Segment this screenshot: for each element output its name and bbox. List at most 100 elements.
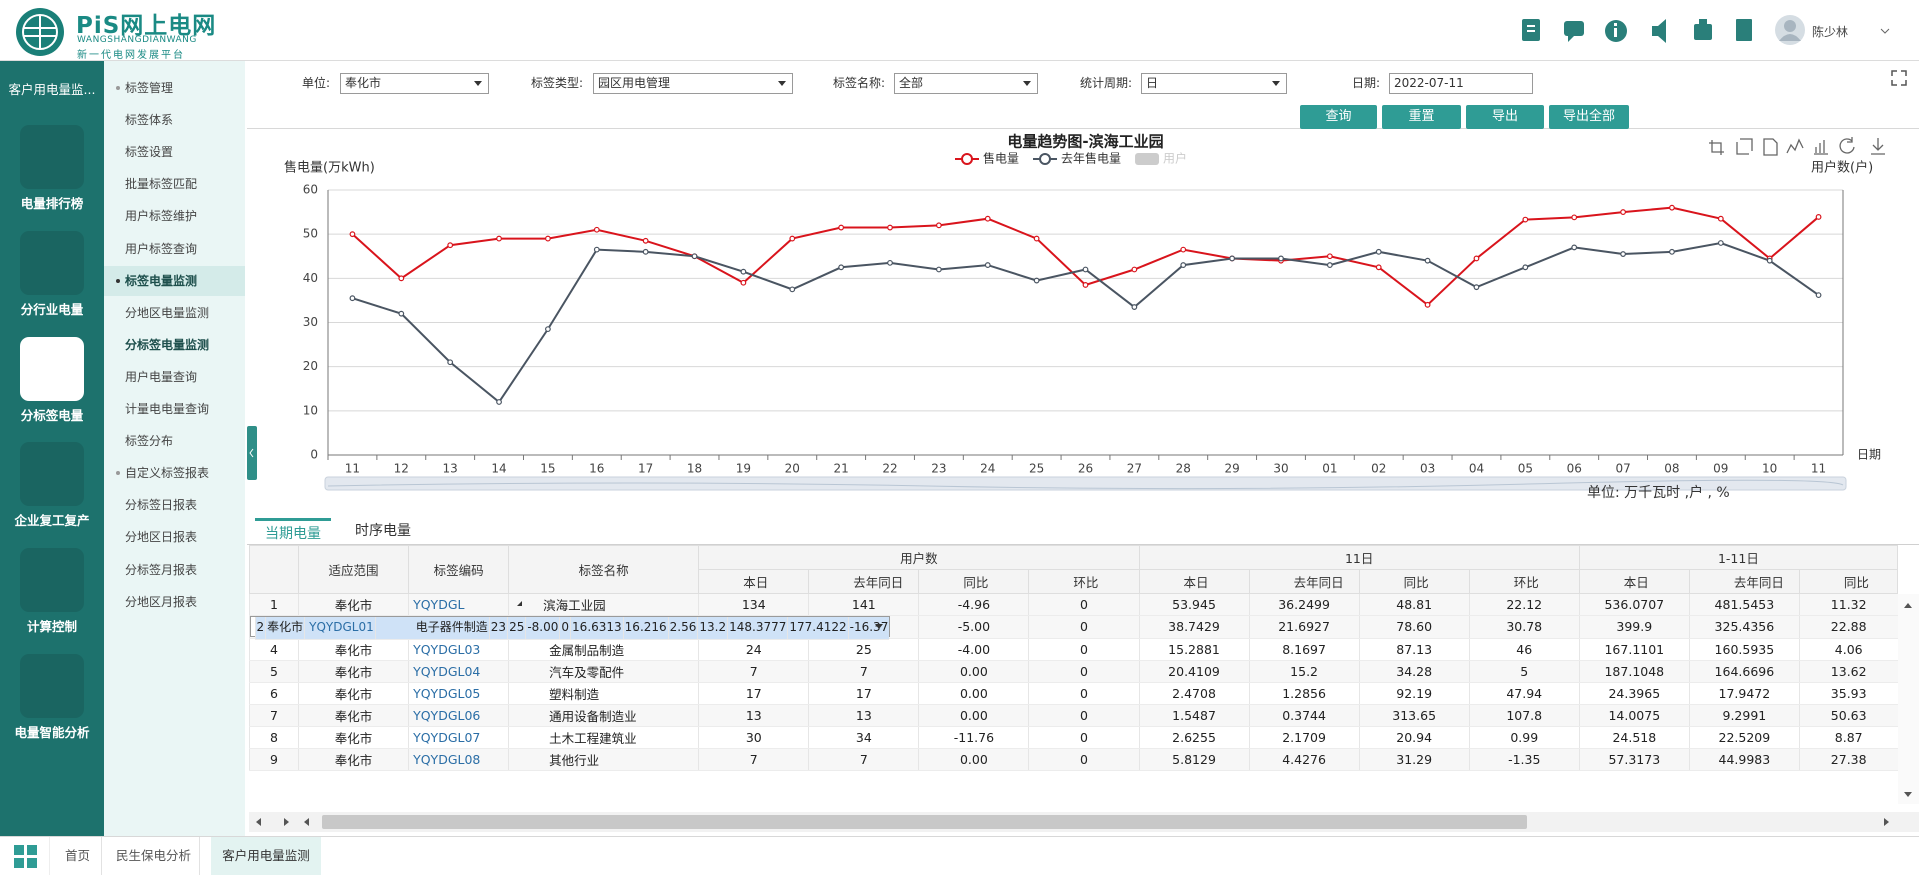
data-point bbox=[1669, 204, 1675, 211]
sidebar-item[interactable] bbox=[20, 336, 84, 401]
sidebar-label[interactable]: 电量智能分析 bbox=[14, 725, 90, 740]
table-cell: 44.9983 bbox=[1688, 748, 1800, 771]
x-tick-label: 11 bbox=[345, 462, 360, 476]
x-tick-label: 18 bbox=[687, 462, 702, 476]
data-point bbox=[496, 235, 502, 242]
table-tab[interactable]: 时序电量 bbox=[355, 523, 411, 539]
table-cell: 16.6313 bbox=[570, 617, 624, 640]
x-tick-label: 24 bbox=[980, 462, 995, 476]
table-cell: 1.5487 bbox=[1138, 704, 1250, 727]
v-scroll-arrows bbox=[1904, 603, 1912, 797]
h-scrollbar[interactable] bbox=[249, 812, 1919, 832]
menu-item[interactable]: 标签体系 bbox=[104, 105, 245, 135]
menu-item[interactable]: 分地区月报表 bbox=[104, 587, 245, 617]
collapse-arrow bbox=[249, 448, 254, 458]
zoom-slider bbox=[324, 476, 1847, 491]
menu-item[interactable]: 用户标签维护 bbox=[104, 201, 245, 231]
header-cell bbox=[248, 545, 300, 594]
filter-select[interactable]: 园区用电管理 bbox=[593, 73, 793, 94]
user-name[interactable]: 陈少林 bbox=[1812, 25, 1849, 39]
y-axis-label: 售电量(万kWh) bbox=[284, 160, 375, 176]
sidebar-label[interactable]: 计算控制 bbox=[26, 619, 77, 635]
collapse-handle[interactable] bbox=[247, 426, 257, 480]
filter-select[interactable]: 日 bbox=[1141, 73, 1287, 94]
header-group: 用户数 bbox=[698, 545, 1140, 570]
table-cell: 481.5453 bbox=[1688, 593, 1800, 616]
menu-item[interactable]: 分地区电量监测 bbox=[104, 298, 245, 328]
sidebar-label[interactable]: 分行业电量 bbox=[20, 301, 84, 317]
table-row[interactable]: 4 奉化市 YQYDGL03 金属制品制造 24 25 -4.00 0 15.2881 8.169… bbox=[248, 638, 1898, 661]
data-point bbox=[1082, 282, 1089, 288]
button[interactable]: 导出全部 bbox=[1549, 105, 1629, 129]
menu-item[interactable]: 分标签日报表 bbox=[104, 490, 245, 520]
table-cell: 13.62 bbox=[1798, 660, 1898, 683]
table-cell: 奉化市 bbox=[298, 704, 409, 727]
apps-icon[interactable] bbox=[0, 837, 50, 875]
footer-tab[interactable]: 首页 bbox=[54, 837, 102, 875]
avatar[interactable] bbox=[1774, 14, 1806, 46]
footer-tab[interactable]: 客户用电量监测 bbox=[211, 837, 321, 875]
sidebar: 客户用电量监... 电量排行榜 分行业电量 分标签电量 企业复工复产 计算控制 电量智能分… bbox=[0, 61, 104, 836]
table-cell: 0 bbox=[1028, 726, 1139, 749]
sidebar-label[interactable]: 分标签电量 bbox=[20, 407, 84, 423]
menu-item[interactable]: 计量电电量查询 bbox=[104, 394, 245, 424]
chart-toolbar[interactable] bbox=[1709, 137, 1885, 156]
menu-item[interactable]: 自定义标签报表 bbox=[104, 458, 245, 488]
legend-label[interactable]: 用户 bbox=[1163, 151, 1187, 166]
menu-item[interactable]: 标签管理 bbox=[104, 73, 245, 103]
menu-label: 自定义标签报表 bbox=[125, 466, 210, 481]
button[interactable]: 导出 bbox=[1466, 105, 1544, 129]
menu-item[interactable]: 分标签电量监测 bbox=[104, 330, 245, 360]
table-cell: 107.8 bbox=[1468, 704, 1580, 727]
table-row[interactable]: 7 奉化市 YQYDGL06 通用设备制造业 13 13 0.00 0 1.5487 0.3744… bbox=[248, 704, 1898, 727]
filter-select[interactable]: 奉化市 bbox=[340, 73, 489, 94]
button[interactable]: 查询 bbox=[1300, 105, 1377, 129]
menu-item[interactable]: 分标签月报表 bbox=[104, 555, 245, 585]
data-point bbox=[740, 279, 747, 286]
sidebar-label[interactable]: 电量排行榜 bbox=[20, 196, 84, 211]
data-point bbox=[1473, 255, 1480, 262]
menu-item[interactable]: 标签设置 bbox=[104, 137, 245, 167]
sidebar-label[interactable]: 企业复工复产 bbox=[14, 513, 90, 529]
header-icons[interactable] bbox=[1518, 16, 1768, 46]
menu-item[interactable]: 用户电量查询 bbox=[104, 362, 245, 392]
sidebar-item[interactable] bbox=[20, 125, 84, 189]
menu-item[interactable]: 标签分布 bbox=[104, 426, 245, 456]
footer-tab[interactable]: 民生保电分析 bbox=[108, 837, 200, 875]
data-point bbox=[1424, 257, 1431, 264]
menu-item[interactable]: 标签电量监测 bbox=[104, 265, 245, 296]
table-cell: 电子器件制造 bbox=[374, 617, 490, 640]
filter-select[interactable]: 2022-07-11 bbox=[1389, 73, 1533, 94]
header-cell: 同比 bbox=[918, 569, 1030, 594]
data-point bbox=[447, 359, 454, 366]
table-row[interactable]: 1 奉化市 YQYDGL 滨海工业园 134 141 -4.96 0 53.945 36.2499… bbox=[248, 593, 1898, 616]
chart-title: 电量趋势图-滨海工业园 bbox=[1007, 133, 1163, 151]
menu-item[interactable]: 用户标签查询 bbox=[104, 234, 245, 264]
table-cell: 8.1697 bbox=[1248, 638, 1360, 661]
fullscreen-icon[interactable] bbox=[1890, 69, 1908, 87]
sidebar-item[interactable] bbox=[20, 230, 84, 295]
menu-item[interactable]: 批量标签匹配 bbox=[104, 169, 245, 199]
sidebar-item[interactable] bbox=[20, 548, 84, 613]
table-row[interactable]: 5 奉化市 YQYDGL04 汽车及零配件 7 7 0.00 0 20.4109 15.2 34.2… bbox=[248, 660, 1898, 683]
v-scrollbar[interactable] bbox=[1898, 594, 1919, 804]
x-tick-label: 26 bbox=[1078, 462, 1093, 476]
filter-select[interactable]: 全部 bbox=[894, 73, 1038, 94]
legend-label[interactable]: 售电量 bbox=[983, 151, 1019, 166]
sidebar-item[interactable] bbox=[20, 442, 84, 507]
sidebar-item[interactable] bbox=[20, 654, 84, 718]
legend-label[interactable]: 去年售电量 bbox=[1061, 151, 1121, 166]
user-caret[interactable] bbox=[1880, 28, 1890, 36]
menu-item[interactable]: 分地区日报表 bbox=[104, 522, 245, 552]
data-point bbox=[349, 231, 356, 238]
table-row[interactable]: 8 奉化市 YQYDGL07 土木工程建筑业 30 34 -11.76 0 2.6255 2.17… bbox=[248, 726, 1898, 749]
table-row[interactable]: 6 奉化市 YQYDGL05 塑料制造 17 17 0.00 0 2.4708 1.2856 92.… bbox=[248, 682, 1898, 705]
table-row[interactable]: 9 奉化市 YQYDGL08 其他行业 7 7 0.00 0 5.8129 4.4276 31.29… bbox=[248, 748, 1898, 771]
table-tab[interactable]: 当期电量 bbox=[255, 518, 331, 545]
button[interactable]: 重置 bbox=[1382, 105, 1461, 129]
table-row[interactable]: 2 奉化市 YQYDGL01 电子器件制造 23 25 -8.00 0 16.6313 16.21… bbox=[249, 616, 891, 640]
x-tick-label: 28 bbox=[1176, 462, 1191, 476]
x-tick-label: 30 bbox=[1273, 462, 1288, 476]
table-body: 1 奉化市 YQYDGL 滨海工业园 134 141 -4.96 0 53.945 36.2499… bbox=[248, 593, 1898, 771]
